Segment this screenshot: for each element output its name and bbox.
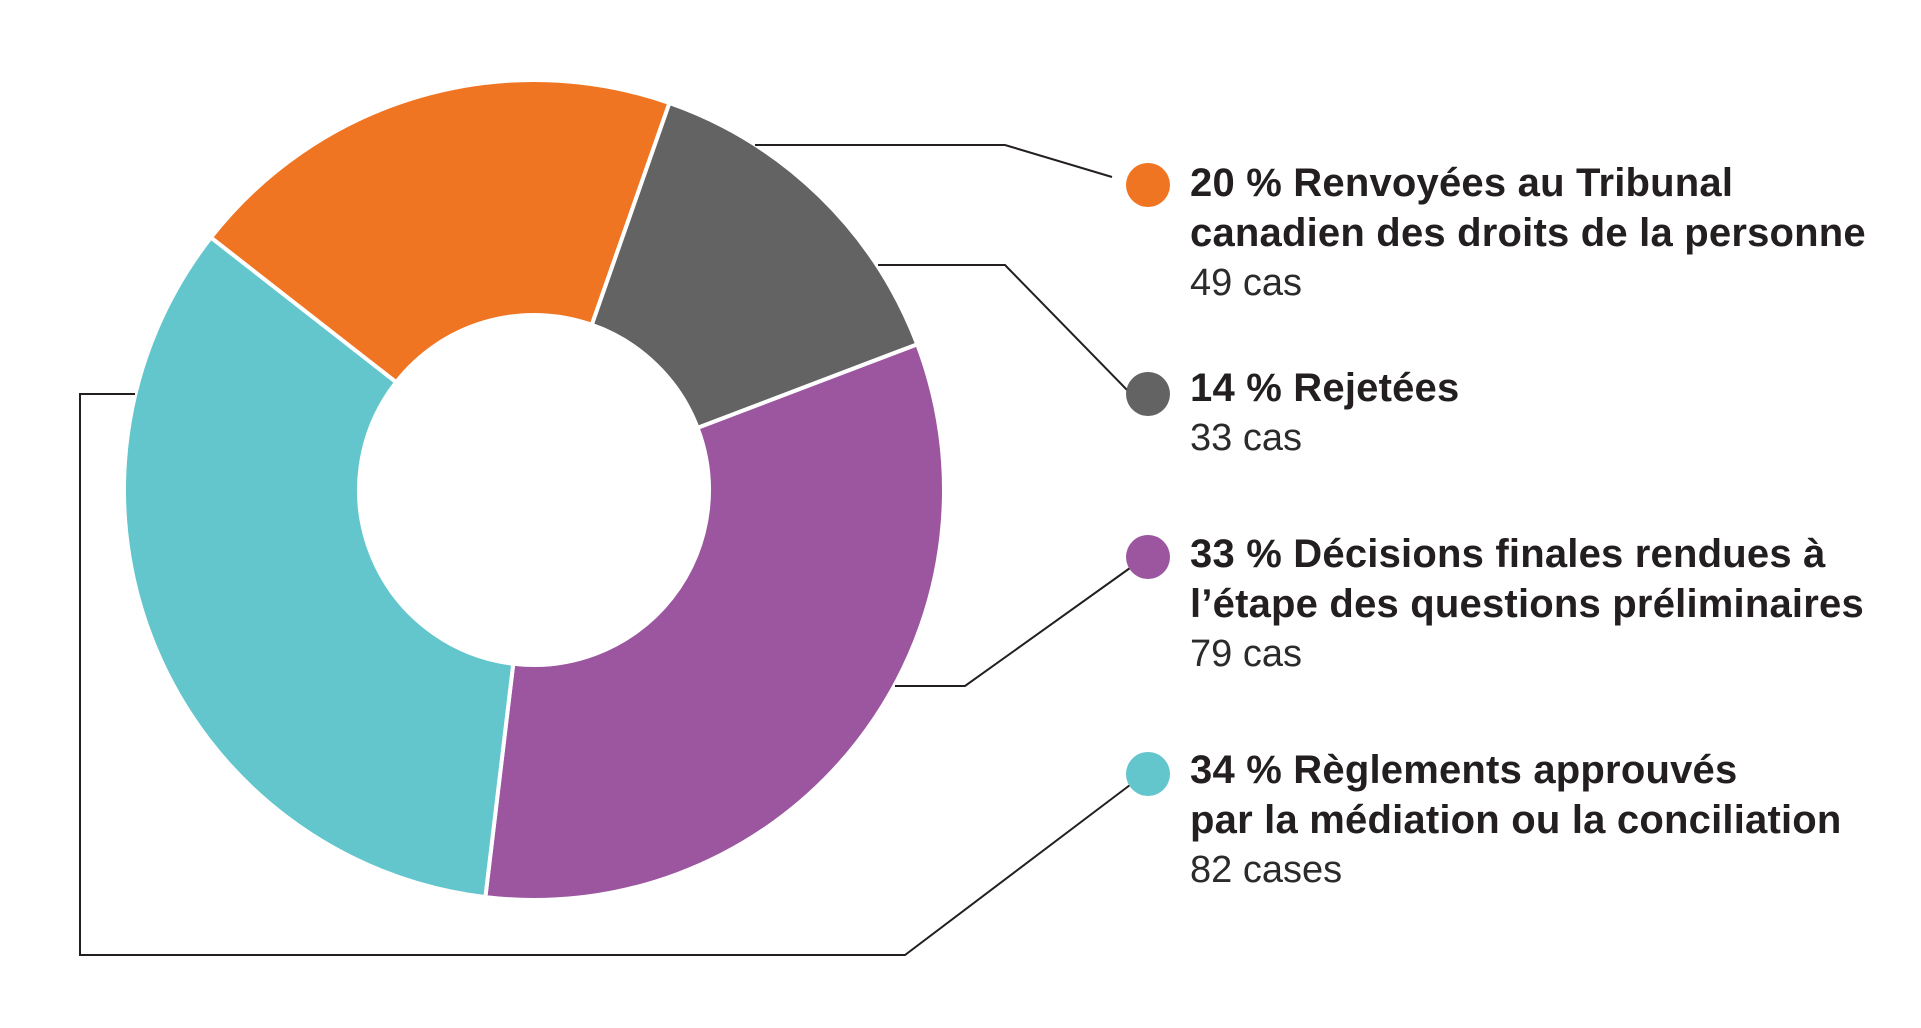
legend-dots xyxy=(1126,163,1170,796)
legend-title-line: 34 % Règlements approuvés xyxy=(1190,748,1738,792)
leader-line xyxy=(755,144,1113,178)
legend-item-rejetees: 14 % Rejetées 33 cas xyxy=(1190,363,1459,463)
donut-slices xyxy=(122,78,946,902)
legend-dot xyxy=(1126,535,1170,579)
leader-line xyxy=(79,393,1131,956)
leader-line xyxy=(895,567,1131,687)
legend-count: 33 cas xyxy=(1190,417,1302,459)
legend-dot xyxy=(1126,752,1170,796)
legend-dot xyxy=(1126,372,1170,416)
donut-slice xyxy=(122,235,516,900)
legend-title-line: par la médiation ou la conciliation xyxy=(1190,798,1842,842)
legend-count: 79 cas xyxy=(1190,633,1302,675)
leader-line xyxy=(878,264,1131,394)
legend-count: 49 cas xyxy=(1190,262,1302,304)
legend-title-line: 33 % Décisions finales rendues à xyxy=(1190,532,1826,576)
leader-lines xyxy=(79,144,1131,956)
legend-dot xyxy=(1126,163,1170,207)
legend-title-line: l’étape des questions préliminaires xyxy=(1190,582,1864,626)
legend-title-line: 20 % Renvoyées au Tribunal xyxy=(1190,161,1734,205)
donut-slice xyxy=(208,78,672,385)
legend-title-line: 14 % Rejetées xyxy=(1190,366,1460,410)
legend-count: 82 cases xyxy=(1190,849,1343,891)
legend-title-line: canadien des droits de la personne xyxy=(1190,211,1866,255)
legend-item-decisions: 33 % Décisions finales rendues à l’étape… xyxy=(1190,529,1864,679)
donut-slice xyxy=(483,342,946,902)
legend-item-renvoyees: 20 % Renvoyées au Tribunal canadien des … xyxy=(1190,158,1866,308)
legend-item-reglements: 34 % Règlements approuvés par la médiati… xyxy=(1190,745,1842,895)
